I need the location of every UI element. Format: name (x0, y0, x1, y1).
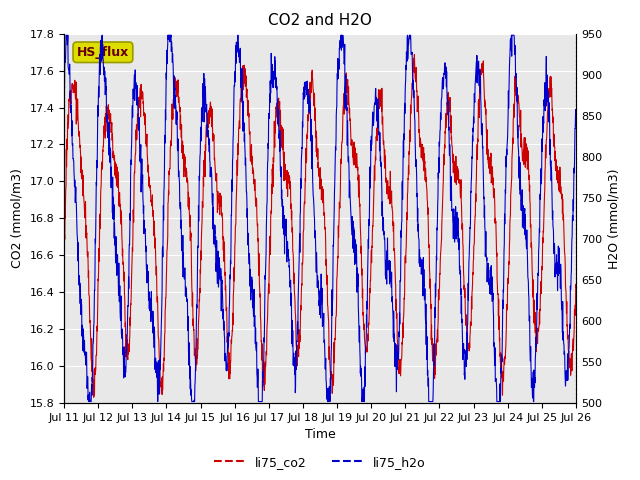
Title: CO2 and H2O: CO2 and H2O (268, 13, 372, 28)
Y-axis label: CO2 (mmol/m3): CO2 (mmol/m3) (11, 168, 24, 268)
Legend: li75_co2, li75_h2o: li75_co2, li75_h2o (209, 451, 431, 474)
X-axis label: Time: Time (305, 429, 335, 442)
Y-axis label: H2O (mmol/m3): H2O (mmol/m3) (607, 168, 621, 269)
Text: HS_flux: HS_flux (77, 46, 129, 59)
